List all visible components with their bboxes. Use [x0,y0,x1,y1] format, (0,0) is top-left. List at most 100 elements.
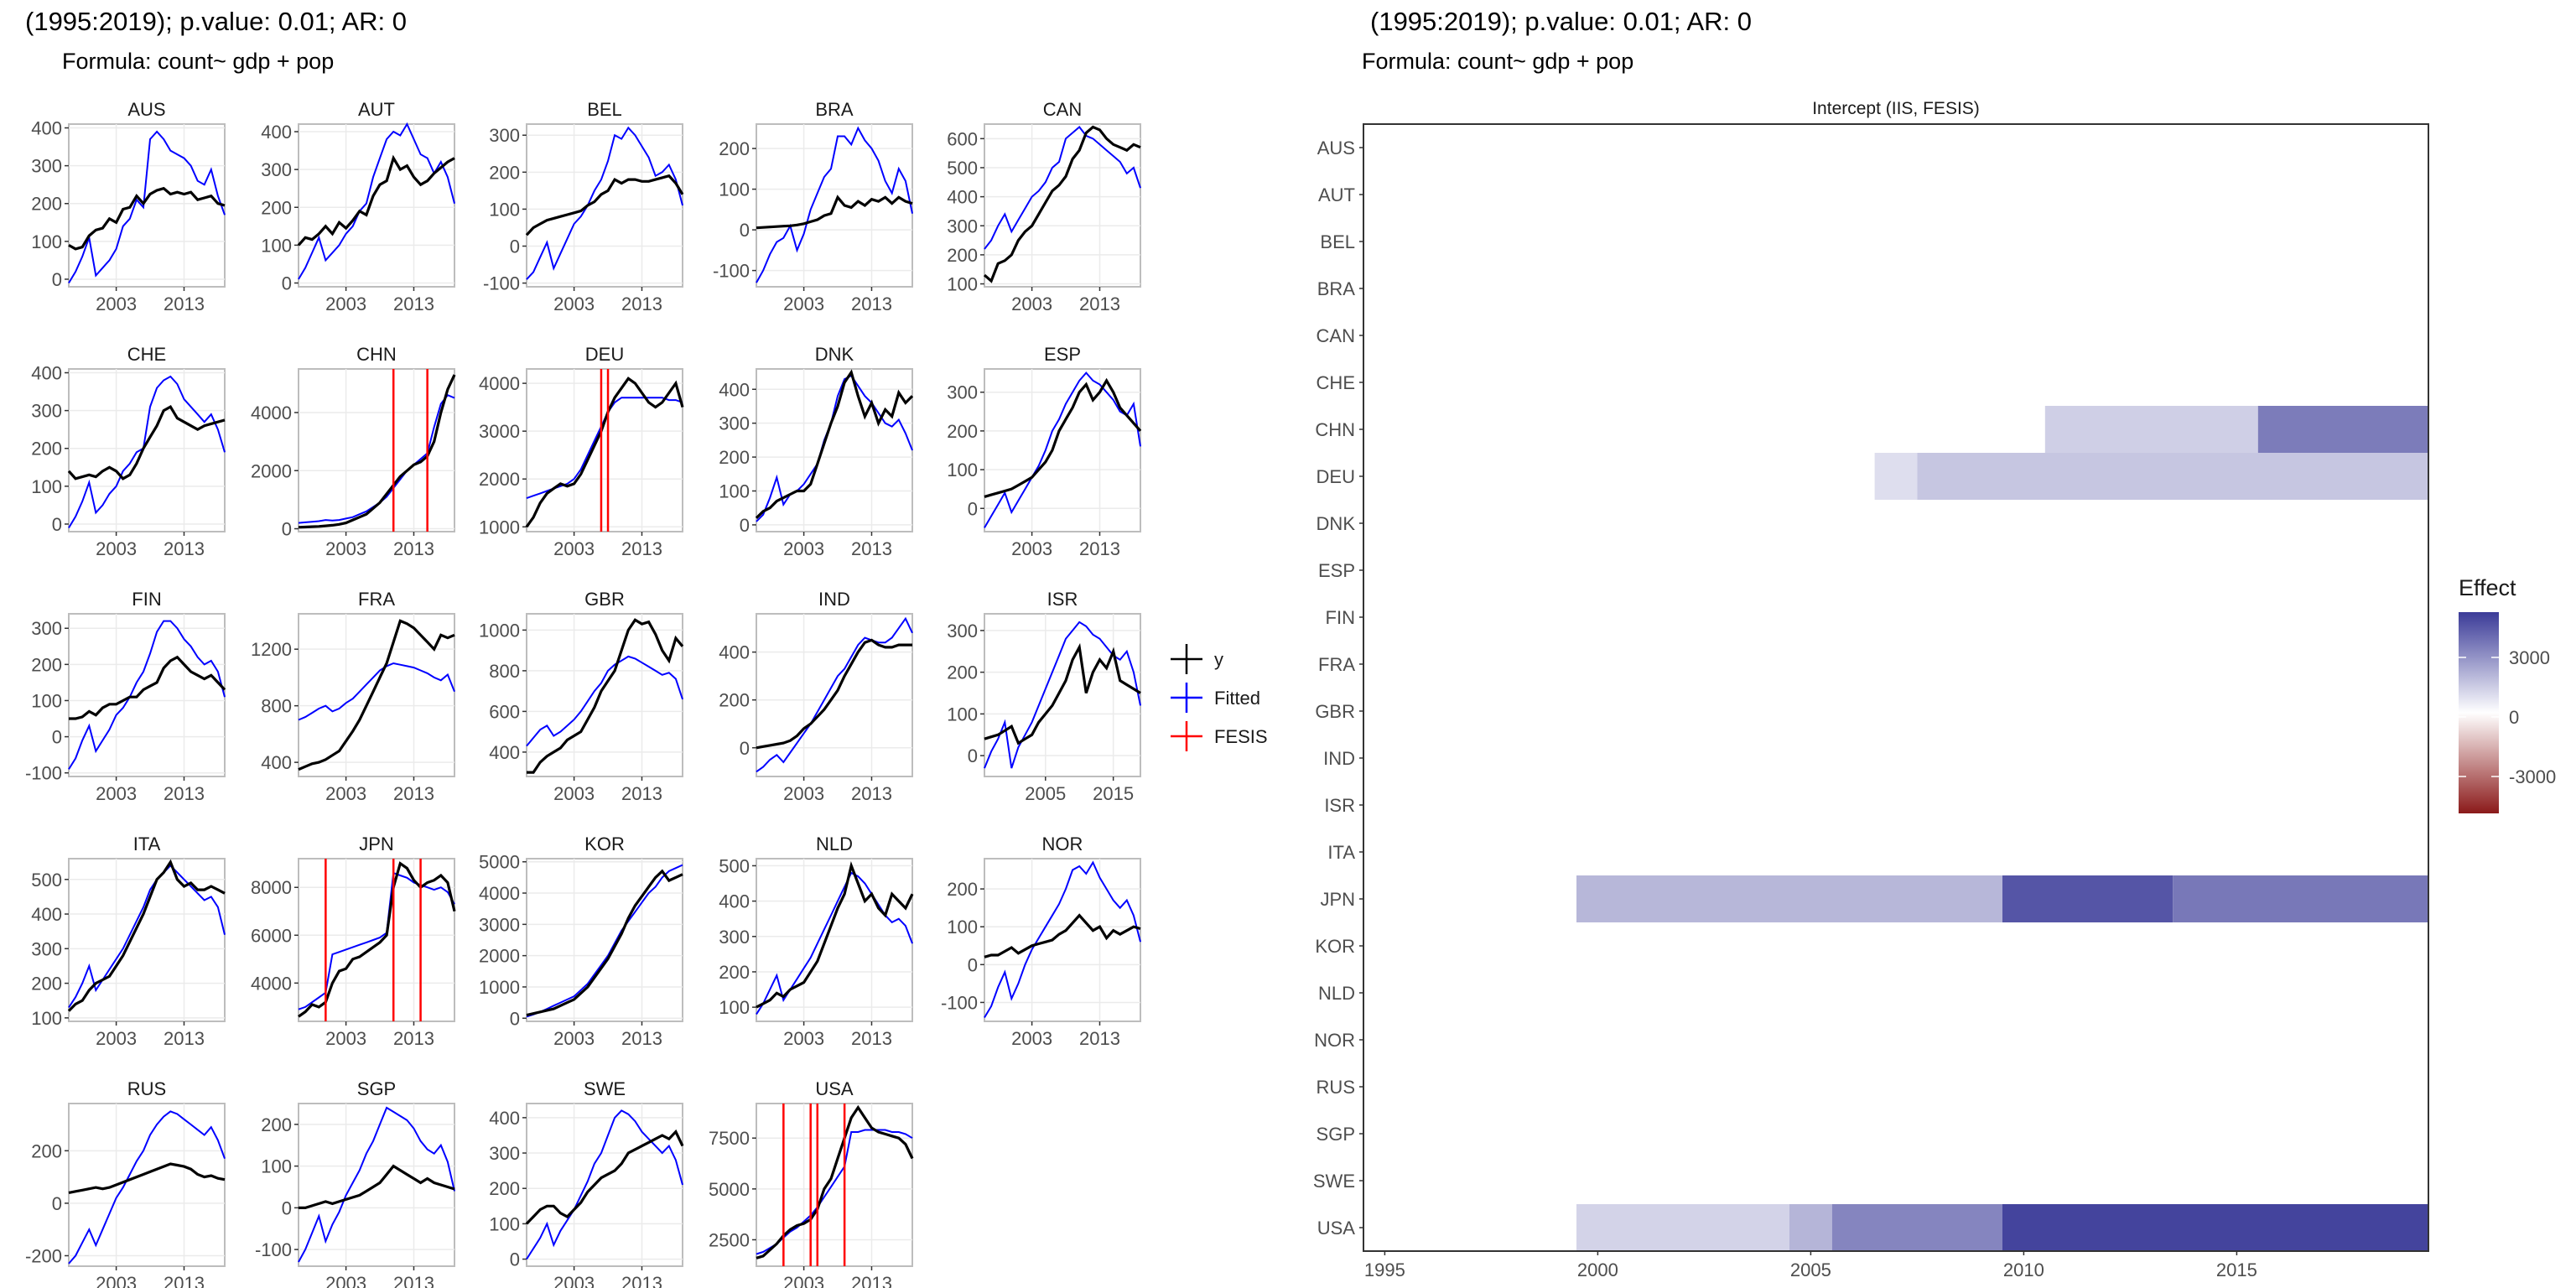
colorbar-tick-label: -3000 [2509,766,2556,787]
facet-strip-label: ISR [1047,589,1078,610]
x-tick-label: 2003 [783,1028,824,1049]
y-tick-label: 100 [31,231,62,252]
y-tick-label: 200 [31,654,62,675]
panel-background [527,1104,683,1266]
y-tick-label: 500 [719,855,750,876]
y-tick-label: 400 [719,642,750,663]
y-tick-label: 8000 [251,877,292,898]
facet-aus: 010020030040020032013AUS [31,99,225,314]
y-tick-label: 300 [31,618,62,639]
y-tick-label: 0 [968,745,978,766]
panel-background [984,369,1140,532]
y-tick-label: 300 [947,382,978,403]
facet-strip-label: BRA [815,99,854,120]
y-tick-label: 200 [489,162,520,183]
y-tick-label: 400 [31,118,62,139]
y-tick-label: 4000 [479,373,520,394]
y-tick-label: 300 [489,125,520,146]
facet-fra: 400800120020032013FRA [251,589,454,804]
y-tick-label: 200 [31,1140,62,1161]
y-tick-label: 200 [947,245,978,266]
x-tick-label: 2003 [553,1273,595,1288]
x-tick-label: 2013 [164,1273,205,1288]
y-tick-label: 2000 [479,469,520,490]
facet-deu: 100020003000400020032013DEU [479,344,683,559]
y-tick-label: 400 [31,363,62,384]
x-tick-label: 2003 [1011,293,1052,314]
x-tick-label: 2013 [164,538,205,559]
y-tick-label: 400 [489,1108,520,1129]
legend-label: y [1214,649,1223,670]
y-tick-label: 100 [261,235,292,256]
country-label: SWE [1313,1171,1355,1192]
country-label: NOR [1314,1030,1355,1051]
facet-ind: 020040020032013IND [719,589,912,804]
x-tick-label: 2003 [96,783,137,804]
y-tick-label: -100 [941,992,978,1013]
y-tick-label: 200 [947,879,978,900]
x-tick-label: 2003 [96,538,137,559]
y-tick-label: 400 [31,904,62,925]
country-label: CHE [1317,372,1355,393]
y-tick-label: 400 [719,379,750,400]
colorbar-tick-label: 3000 [2509,647,2550,668]
panel-background [756,369,912,532]
x-tick-label: 2003 [783,293,824,314]
x-tick-label: 2003 [553,538,595,559]
facet-strip-label: KOR [584,834,625,854]
y-tick-label: 1200 [251,639,292,660]
y-tick-label: 0 [740,515,750,536]
x-tick-label: 2015 [2216,1259,2257,1280]
facet-strip-label: RUS [127,1078,166,1099]
country-label: GBR [1315,701,1355,722]
facet-strip-label: BEL [587,99,622,120]
country-label: RUS [1317,1077,1355,1098]
y-tick-label: 500 [947,158,978,179]
panel-background [527,369,683,532]
effect-legend: Effect30000-3000 [2449,570,2574,822]
heatmap-cell [2002,1204,2428,1251]
y-tick-label: 600 [947,128,978,149]
y-tick-label: 300 [719,927,750,948]
heatmap-panel [1363,124,2428,1251]
x-tick-label: 2013 [164,293,205,314]
panel-background [756,859,912,1021]
y-tick-label: 2000 [479,946,520,967]
x-tick-label: 2013 [164,783,205,804]
y-tick-label: 300 [947,621,978,641]
facet-strip-label: FIN [132,589,161,610]
legend-item-y: y [1171,644,1223,674]
country-label: ESP [1318,560,1355,581]
y-tick-label: 200 [261,197,292,218]
y-tick-label: 1000 [479,517,520,538]
country-label: AUT [1318,184,1355,205]
panel-background [527,124,683,287]
y-tick-label: 0 [52,1193,62,1214]
y-tick-label: 300 [261,159,292,180]
x-tick-label: 2003 [1011,538,1052,559]
x-tick-label: 1995 [1364,1259,1405,1280]
y-tick-label: 100 [489,1213,520,1234]
facet-swe: 010020030040020032013SWE [489,1078,683,1288]
country-label: AUS [1317,138,1355,158]
x-tick-label: 2000 [1577,1259,1618,1280]
facet-rus: -200020020032013RUS [25,1078,225,1288]
y-tick-label: 200 [719,962,750,983]
facet-strip-label: IND [818,589,850,610]
y-tick-label: 5000 [709,1179,750,1200]
y-tick-label: 7500 [709,1128,750,1149]
y-tick-label: 400 [947,187,978,208]
y-tick-label: 0 [282,519,292,540]
x-tick-label: 2013 [393,783,434,804]
panel-background [69,614,225,776]
y-tick-label: 0 [52,269,62,290]
facet-line-charts: 010020030040020032013AUS0100200300400200… [0,0,1208,1288]
y-tick-label: 100 [947,704,978,724]
y-tick-label: 800 [489,661,520,682]
facet-strip-label: DEU [585,344,624,365]
x-tick-label: 2013 [851,293,892,314]
heatmap-cell [2045,406,2258,453]
panel-background [984,859,1140,1021]
x-tick-label: 2003 [783,538,824,559]
facet-strip-label: SWE [584,1078,626,1099]
